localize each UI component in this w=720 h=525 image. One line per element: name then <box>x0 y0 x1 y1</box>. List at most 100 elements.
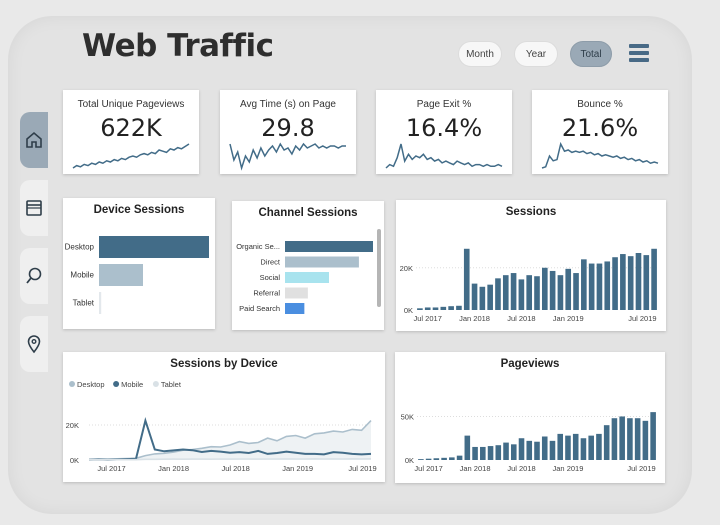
bar <box>99 292 102 314</box>
bar <box>440 306 447 310</box>
nav-location-tab[interactable] <box>20 316 48 372</box>
bar <box>596 263 603 310</box>
bar <box>549 440 556 460</box>
x-tick-label: Jul 2018 <box>221 464 249 473</box>
x-tick-label: Jul 2017 <box>414 314 442 323</box>
filter-year-button[interactable]: Year <box>514 41 558 67</box>
bar <box>635 253 642 310</box>
home-icon <box>26 131 42 148</box>
hamburger-menu-icon[interactable] <box>629 44 651 64</box>
nav-home-tab[interactable] <box>20 112 48 168</box>
kpi-sparkline <box>385 143 503 169</box>
bar <box>463 248 470 310</box>
kpi-label: Page Exit % <box>416 99 472 110</box>
y-tick-label: 0K <box>405 456 414 465</box>
x-tick-label: Jul 2018 <box>507 314 535 323</box>
bar <box>487 284 493 310</box>
sparkline-path <box>541 141 659 169</box>
bar <box>495 278 501 310</box>
bar <box>627 418 633 460</box>
sessions-by-device-card: Sessions by Device Desktop Mobile Tablet 0K… <box>63 352 385 482</box>
bar <box>480 446 486 460</box>
category-label: Desktop <box>65 243 95 252</box>
bar <box>495 445 502 460</box>
bar <box>603 425 610 460</box>
browser-window-icon <box>26 200 42 216</box>
bar <box>464 435 471 460</box>
pageviews-card: Pageviews 0K 50K Jul 2017 Jan 2018 Jul 2018 J… <box>395 352 665 483</box>
bar <box>534 441 540 460</box>
nav-search-tab[interactable] <box>20 248 48 304</box>
x-tick-label: Jul 2018 <box>507 464 535 473</box>
bar <box>472 446 478 460</box>
kpi-sparkline <box>72 143 190 169</box>
scrollbar[interactable] <box>377 229 381 307</box>
y-tick-label: 50K <box>401 412 414 421</box>
bar <box>604 261 611 310</box>
chart-title: Pageviews <box>500 358 560 370</box>
kpi-card-exit: Page Exit % 16.4% <box>376 90 512 174</box>
bar <box>424 307 431 310</box>
bar <box>541 267 548 310</box>
category-label: Referral <box>253 289 280 298</box>
x-tick-label: Jan 2018 <box>158 464 189 473</box>
kpi-label: Total Unique Pageviews <box>77 99 185 110</box>
bar <box>612 257 618 310</box>
bar <box>456 305 462 310</box>
legend-label: Desktop <box>77 380 105 389</box>
channel-sessions-chart: Organic Se... Direct Social Referral Paid Se… <box>236 241 373 314</box>
search-icon <box>26 267 42 284</box>
bar <box>479 286 486 310</box>
bar <box>557 433 564 460</box>
filter-month-button[interactable]: Month <box>458 41 502 67</box>
bar <box>619 416 625 460</box>
bar <box>572 433 579 460</box>
location-pin-icon <box>27 335 41 354</box>
bar <box>581 259 587 310</box>
bar <box>285 256 359 268</box>
kpi-card-avg-time: Avg Time (s) on Page 29.8 <box>220 90 356 174</box>
bar <box>510 444 517 460</box>
bar <box>510 273 517 310</box>
legend-marker <box>152 381 159 387</box>
x-tick-label: Jul 2017 <box>97 464 125 473</box>
bar <box>487 446 494 460</box>
kpi-label: Avg Time (s) on Page <box>240 99 336 110</box>
y-tick-label: 0K <box>70 456 79 465</box>
bar <box>502 275 509 310</box>
bar <box>99 236 209 258</box>
kpi-value: 622K <box>100 114 162 142</box>
bar <box>541 436 548 460</box>
sessions-chart: 0K 20K Jul 2017 Jan 2018 Jul 2018 Jan 2019 Jul… <box>400 248 658 323</box>
bar <box>441 457 447 460</box>
bar <box>651 248 657 310</box>
bar <box>471 283 478 310</box>
kpi-card-pageviews: Total Unique Pageviews 622K <box>63 90 199 174</box>
y-tick-label: 20K <box>66 421 79 430</box>
bar <box>448 306 454 310</box>
category-label: Social <box>260 273 281 282</box>
series-line-mobile <box>88 416 372 461</box>
channel-sessions-card: Channel Sessions Organic Se... Direct Soci… <box>232 201 384 330</box>
bar <box>418 459 424 460</box>
category-label: Direct <box>260 258 281 267</box>
legend-label: Mobile <box>121 380 143 389</box>
page-title: Web Traffic <box>82 28 274 64</box>
chart-title: Device Sessions <box>93 204 185 216</box>
bar <box>432 307 439 310</box>
bar <box>503 442 509 460</box>
filter-total-button[interactable]: Total <box>570 41 612 67</box>
sessions-card: Sessions 0K 20K Jul 2017 Jan 2018 Jul 2018 Ja… <box>396 200 666 331</box>
x-tick-label: Jan 2019 <box>553 314 584 323</box>
kpi-value: 29.8 <box>261 114 315 142</box>
chart-title: Sessions <box>505 206 557 218</box>
bar <box>611 418 618 460</box>
kpi-card-bounce: Bounce % 21.6% <box>532 90 668 174</box>
nav-pages-tab[interactable] <box>20 180 48 236</box>
chart-title: Sessions by Device <box>170 358 278 370</box>
x-tick-label: Jul 2019 <box>628 314 656 323</box>
bar <box>285 303 305 314</box>
bar <box>285 272 329 283</box>
bar <box>580 438 587 460</box>
kpi-sparkline <box>541 141 659 169</box>
